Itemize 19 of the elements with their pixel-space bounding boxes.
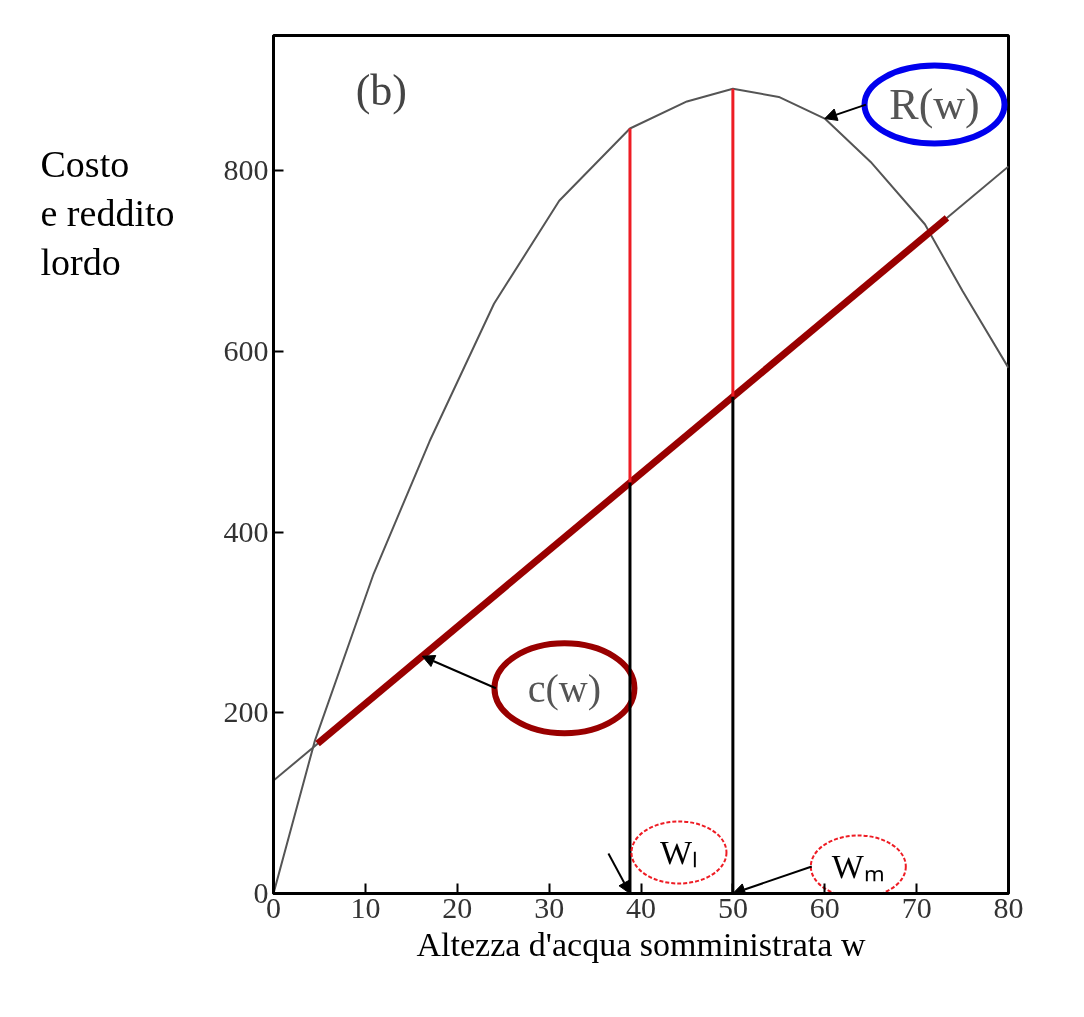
x-tick-label: 50 (717, 890, 748, 924)
x-tick-label: 80 (993, 890, 1024, 924)
x-tick-label: 10 (350, 890, 381, 924)
x-tick-label: 60 (809, 890, 840, 924)
y-axis-title: Costo e reddito lordo (40, 143, 175, 284)
annotation: Wₘ (831, 848, 885, 885)
x-axis-title: Altezza d'acqua somministrata w (416, 925, 866, 963)
x-tick-label: 30 (534, 890, 565, 924)
x-tick-label: 20 (442, 890, 473, 924)
y-tick-label: 400 (223, 514, 269, 548)
y-tick-label: 200 (223, 695, 269, 729)
series-label: R(w) (889, 80, 980, 130)
series-label: c(w) (527, 665, 602, 711)
x-tick-label: 70 (901, 890, 932, 924)
y-tick-label: 800 (223, 153, 269, 187)
x-tick-label: 40 (626, 890, 656, 924)
annotation: Wₗ (659, 834, 699, 871)
y-tick-label: 600 (223, 334, 269, 368)
text: (b) (355, 66, 407, 115)
